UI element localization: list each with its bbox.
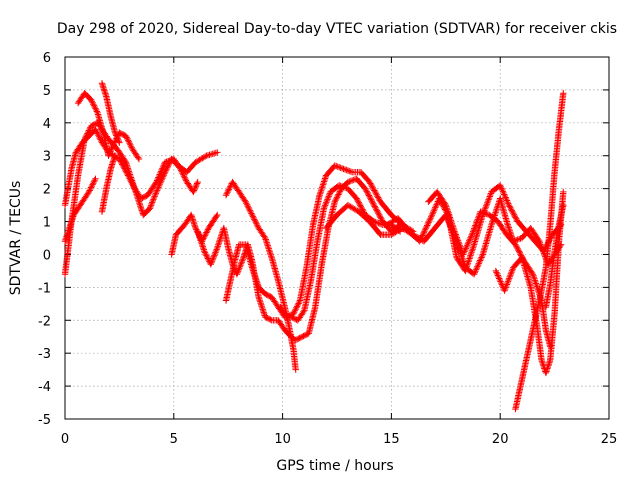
y-tick-label: 2 (43, 183, 51, 198)
series-markers (542, 201, 567, 311)
series-sat-q (542, 201, 567, 311)
y-tick-label: 3 (43, 150, 51, 165)
series-sat-j (222, 178, 299, 373)
series-markers (222, 182, 404, 324)
x-tick-labels: 0 5 10 15 20 25 (61, 432, 617, 447)
series-sat-o (492, 188, 567, 377)
x-tick-label: 10 (274, 432, 291, 447)
series-markers (61, 175, 99, 245)
y-tick-label: 1 (43, 216, 51, 231)
y-tick-labels: -5 -4 -3 -2 -1 0 1 2 3 4 5 6 (38, 51, 51, 428)
y-tick-label: -4 (38, 380, 51, 395)
series-markers (168, 211, 221, 258)
series-markers (322, 195, 565, 278)
x-axis-label: GPS time / hours (276, 458, 393, 474)
x-tick-label: 15 (383, 432, 400, 447)
series-sat-k (277, 162, 417, 321)
series-sat-m (383, 182, 565, 275)
x-tick-label: 25 (601, 432, 618, 447)
y-tick-label: 6 (43, 51, 51, 66)
series-markers (512, 90, 567, 413)
series-sat-b (61, 126, 201, 209)
data-series (61, 80, 567, 413)
y-tick-label: 4 (43, 117, 51, 132)
y-tick-label: -2 (38, 314, 51, 329)
series-markers (98, 80, 123, 146)
y-tick-label: -1 (38, 281, 51, 296)
y-axis-label: SDTVAR / TECUs (8, 181, 24, 296)
axis-ticks (64, 56, 610, 420)
series-sat-c (61, 175, 99, 245)
series-sat-f (98, 152, 119, 215)
series-sat-p (512, 90, 567, 413)
series-sat-i (222, 182, 404, 324)
y-tick-label: 5 (43, 84, 51, 99)
x-tick-label: 0 (61, 432, 69, 447)
series-markers (383, 182, 565, 275)
y-tick-label: 0 (43, 248, 51, 263)
y-tick-label: -5 (38, 413, 51, 428)
x-tick-label: 20 (492, 432, 509, 447)
series-markers (98, 152, 119, 215)
series-sat-e (98, 80, 123, 146)
chart-title: Day 298 of 2020, Sidereal Day-to-day VTE… (57, 21, 617, 37)
y-tick-label: -3 (38, 347, 51, 362)
series-sat-g (168, 211, 221, 258)
x-tick-label: 5 (170, 432, 178, 447)
series-markers (277, 162, 417, 321)
series-markers (222, 178, 299, 373)
series-sat-d (74, 90, 143, 163)
series-markers (74, 90, 143, 163)
